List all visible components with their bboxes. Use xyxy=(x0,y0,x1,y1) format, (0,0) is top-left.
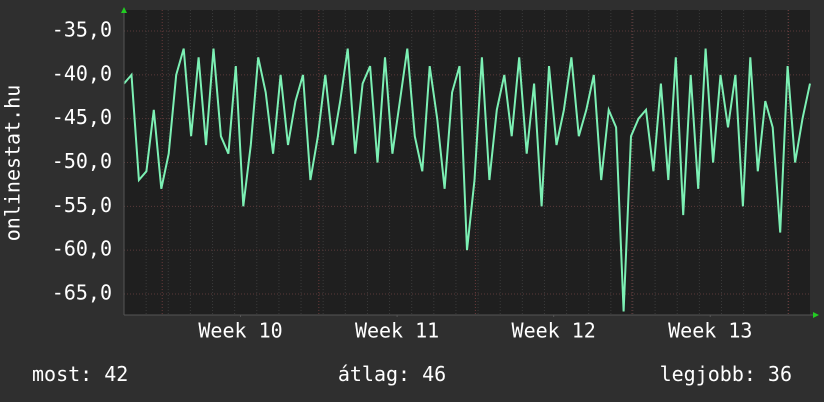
y-tick-label: -50,0 xyxy=(52,149,112,173)
y-axis-label: onlinestat.hu xyxy=(1,85,25,242)
stat-label: átlag: xyxy=(338,362,410,386)
x-arrow xyxy=(813,312,819,318)
y-tick-label: -65,0 xyxy=(52,280,112,304)
stat-value: 36 xyxy=(768,362,792,386)
x-tick-label: Week 10 xyxy=(198,319,282,343)
stat: legjobb: 36 xyxy=(660,362,792,386)
stat-value: 42 xyxy=(104,362,128,386)
stat: átlag: 46 xyxy=(338,362,446,386)
x-tick-label: Week 13 xyxy=(668,319,752,343)
stat-value: 46 xyxy=(422,362,446,386)
y-tick-label: -35,0 xyxy=(52,18,112,42)
y-tick-label: -45,0 xyxy=(52,105,112,129)
y-tick-label: -60,0 xyxy=(52,237,112,261)
x-tick-label: Week 12 xyxy=(512,319,596,343)
y-arrow xyxy=(121,7,127,13)
plot xyxy=(123,48,811,312)
series-line xyxy=(123,48,811,312)
y-tick-label: -40,0 xyxy=(52,61,112,85)
stat-label: legjobb: xyxy=(660,362,756,386)
y-tick-label: -55,0 xyxy=(52,193,112,217)
x-tick-label: Week 11 xyxy=(355,319,439,343)
stat-label: most: xyxy=(32,362,92,386)
stat: most: 42 xyxy=(32,362,128,386)
